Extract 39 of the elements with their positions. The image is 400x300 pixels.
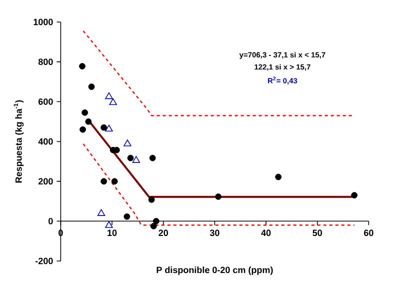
point (149, 154, 156, 162)
point (88, 84, 95, 90)
point (124, 139, 132, 146)
x-tick-label: 60 (364, 230, 374, 236)
x-tick-label: 30 (210, 230, 220, 236)
point (82, 109, 88, 116)
y-tick-label: 1000 (34, 18, 53, 26)
point (275, 174, 282, 180)
point (127, 154, 134, 162)
point (85, 118, 92, 125)
y-tick-label: 200 (38, 178, 53, 185)
y-tick-label: -200 (36, 258, 53, 264)
point (111, 178, 118, 185)
point (150, 222, 157, 230)
x-tick-label: 40 (261, 230, 271, 236)
point (152, 218, 160, 224)
point (79, 63, 86, 70)
point (80, 126, 86, 133)
y-tick-label: 800 (38, 58, 53, 66)
x-tick-label: 20 (158, 230, 168, 236)
point (148, 196, 155, 203)
point (105, 92, 113, 100)
point (351, 192, 358, 198)
point (105, 124, 113, 132)
point (109, 98, 117, 106)
point (215, 193, 222, 200)
y-tick-label: 0 (48, 218, 53, 224)
y-tick-label: 600 (38, 98, 53, 105)
x-axis-title: P disponible 0-20 cm (ppm) (156, 266, 273, 275)
point (97, 209, 106, 216)
point (124, 213, 130, 220)
x-tick-label: 50 (312, 230, 322, 236)
point (100, 178, 108, 185)
point (132, 156, 140, 163)
y-tick-label: 400 (38, 138, 53, 145)
x-tick-label: 10 (108, 230, 117, 236)
point (105, 221, 113, 228)
point (100, 124, 108, 131)
y-axis-title: Respuesta (kg ha$^{-1}$) (14, 100, 24, 183)
